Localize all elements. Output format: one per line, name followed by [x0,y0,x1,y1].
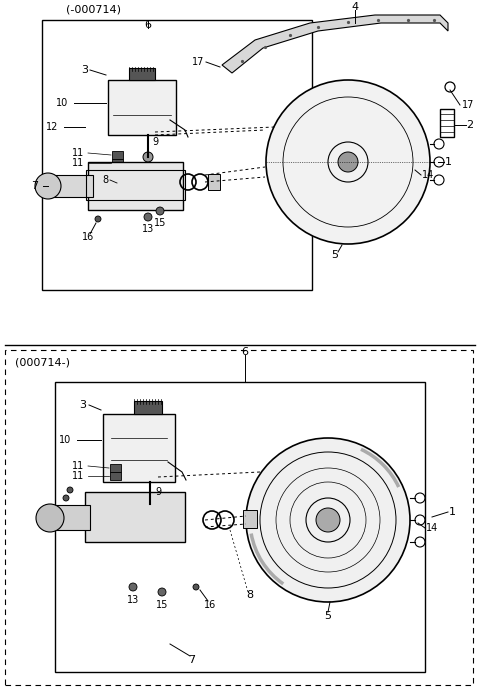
Bar [243,510,257,528]
Bar [110,472,121,480]
Text: 6: 6 [144,20,152,30]
Circle shape [35,173,61,199]
Text: 8: 8 [246,590,253,600]
Text: 7: 7 [31,181,38,191]
Circle shape [246,438,410,602]
Bar [88,162,183,210]
Text: 15: 15 [154,218,166,228]
Text: 5: 5 [332,250,338,260]
Circle shape [129,583,137,591]
Text: 11: 11 [72,471,84,481]
Bar [42,20,312,290]
Text: 13: 13 [127,595,139,605]
Text: 5: 5 [324,611,332,621]
Text: 16: 16 [204,600,216,610]
Text: 14: 14 [422,170,434,180]
Text: 4: 4 [351,2,359,12]
Text: (-000714): (-000714) [65,4,120,14]
Bar [134,401,162,414]
Circle shape [338,152,358,172]
Bar [110,464,121,472]
Text: 14: 14 [426,523,438,533]
Circle shape [95,216,101,222]
Circle shape [67,487,73,493]
Polygon shape [222,15,448,73]
Bar [103,414,175,482]
Text: 16: 16 [82,232,94,242]
Text: 1: 1 [448,507,456,517]
Text: (000714-): (000714-) [14,357,70,367]
Bar [48,175,93,197]
Circle shape [193,584,199,590]
Text: 11: 11 [72,158,84,168]
Bar [129,68,155,80]
Text: 17: 17 [462,100,474,110]
Circle shape [144,213,152,221]
Circle shape [156,207,164,215]
Bar [112,159,123,167]
Text: 10: 10 [59,435,71,445]
Text: 7: 7 [189,655,195,665]
Text: 3: 3 [82,65,88,75]
Bar [208,174,220,190]
Bar [5,350,473,685]
Circle shape [63,495,69,501]
Bar [55,382,425,672]
Text: 17: 17 [192,57,204,67]
Circle shape [36,504,64,532]
Text: 2: 2 [467,120,474,130]
Bar [112,151,123,159]
Circle shape [158,588,166,596]
Bar [85,492,185,542]
Text: 11: 11 [72,461,84,471]
Bar [86,170,185,200]
Text: 13: 13 [142,224,154,234]
Circle shape [316,508,340,532]
Bar [108,80,176,135]
Text: 10: 10 [56,98,68,108]
Text: 8: 8 [102,175,108,185]
Text: 11: 11 [72,148,84,158]
Bar [50,505,90,530]
Text: 6: 6 [241,347,249,357]
Circle shape [266,80,430,244]
Bar [440,109,454,137]
Circle shape [145,499,155,509]
Text: 1: 1 [444,157,452,167]
Text: 3: 3 [80,400,86,410]
Circle shape [143,152,153,162]
Text: 9: 9 [155,487,161,497]
Text: 9: 9 [152,137,158,147]
Text: 15: 15 [156,600,168,610]
Text: 12: 12 [46,122,58,132]
